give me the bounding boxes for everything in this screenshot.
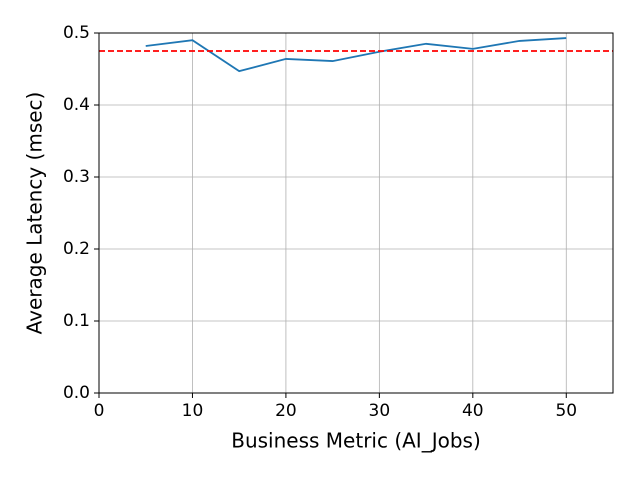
- y-tick-label: 0.5: [63, 23, 90, 43]
- y-tick-label: 0.0: [63, 383, 90, 403]
- line-series: [145, 37, 567, 73]
- x-tick-label: 0: [94, 401, 105, 421]
- y-axis-label: Average Latency (msec): [23, 92, 47, 335]
- y-tick-label: 0.2: [63, 239, 90, 259]
- plot-frame: [98, 32, 614, 394]
- y-tick-label: 0.1: [63, 311, 90, 331]
- x-tick-label: 30: [369, 401, 391, 421]
- y-tick-label: 0.3: [63, 167, 90, 187]
- x-tick-label: 20: [275, 401, 297, 421]
- y-tick-label: 0.4: [63, 95, 90, 115]
- x-tick-label: 40: [462, 401, 484, 421]
- x-tick-label: 10: [182, 401, 204, 421]
- x-axis-label: Business Metric (AI_Jobs): [231, 429, 481, 453]
- x-tick-label: 50: [555, 401, 577, 421]
